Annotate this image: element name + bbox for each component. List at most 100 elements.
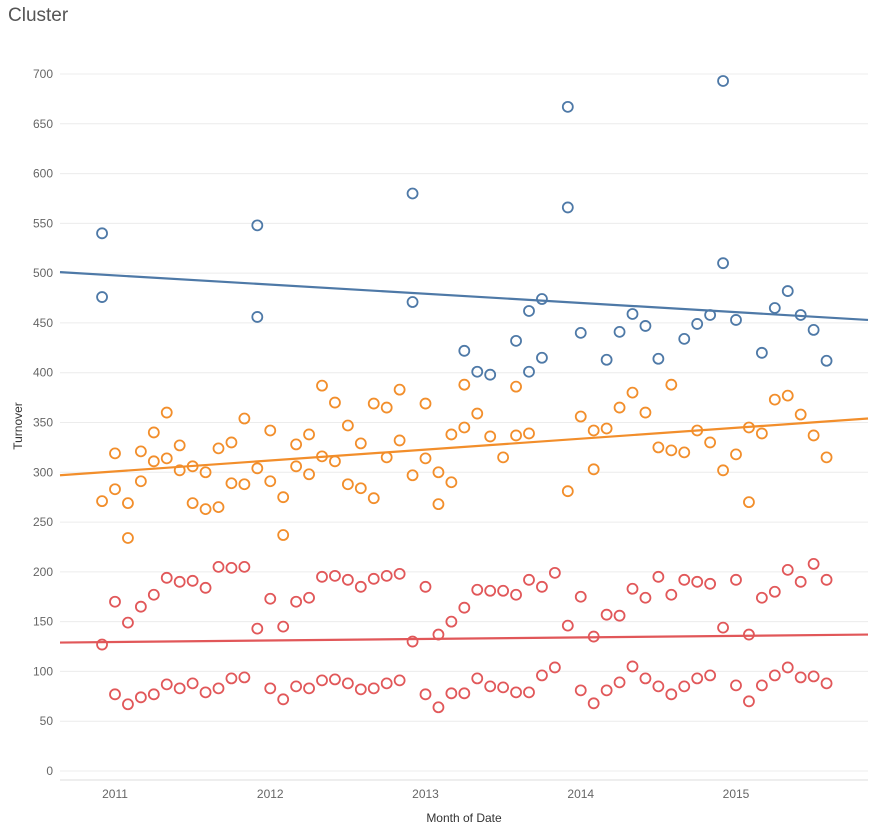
- data-point: [160, 406, 173, 419]
- data-point: [445, 428, 458, 441]
- data-point: [225, 477, 238, 490]
- data-point: [277, 491, 290, 504]
- data-point: [743, 695, 755, 708]
- data-point: [458, 421, 471, 434]
- data-point: [290, 595, 303, 608]
- data-point: [212, 682, 225, 695]
- data-point: [755, 427, 768, 440]
- data-point: [173, 464, 186, 477]
- data-point: [497, 584, 510, 597]
- data-point: [160, 452, 173, 465]
- data-point: [497, 451, 510, 464]
- x-axis-label: Month of Date: [426, 811, 502, 825]
- data-point: [794, 575, 807, 588]
- y-tick-label: 250: [33, 515, 53, 529]
- y-axis-label: Turnover: [11, 402, 25, 450]
- data-point: [432, 701, 445, 714]
- data-point: [807, 557, 820, 570]
- data-point: [639, 672, 652, 685]
- data-point: [173, 575, 186, 588]
- data-point: [264, 592, 277, 605]
- data-point: [134, 445, 147, 458]
- data-point: [781, 661, 794, 674]
- y-tick-label: 300: [33, 465, 53, 479]
- data-point: [432, 498, 445, 511]
- data-point: [186, 677, 199, 690]
- y-tick-label: 400: [33, 366, 53, 380]
- y-tick-label: 100: [33, 664, 53, 678]
- grid-lines: [60, 73, 868, 781]
- data-point: [717, 621, 729, 634]
- data-point: [380, 451, 393, 464]
- data-point: [393, 674, 406, 687]
- data-point: [639, 406, 652, 419]
- data-point: [510, 686, 522, 699]
- data-point: [471, 407, 484, 420]
- y-tick-label: 50: [40, 714, 54, 728]
- data-point: [807, 670, 820, 683]
- data-point: [794, 408, 807, 421]
- data-point: [678, 573, 691, 586]
- data-point: [419, 397, 432, 410]
- data-point: [367, 572, 380, 585]
- data-point: [781, 285, 794, 297]
- data-point: [755, 679, 768, 692]
- data-point: [354, 580, 367, 593]
- data-point: [768, 393, 781, 406]
- data-point: [755, 591, 768, 604]
- data-point: [587, 630, 600, 643]
- data-point: [600, 353, 613, 366]
- data-point: [458, 601, 471, 614]
- data-point: [147, 688, 160, 701]
- data-point: [303, 468, 315, 481]
- data-point: [238, 671, 251, 684]
- data-point: [652, 680, 665, 693]
- data-point: [264, 424, 277, 437]
- y-tick-label: 550: [33, 216, 53, 230]
- data-point: [264, 682, 277, 695]
- data-point: [536, 669, 548, 682]
- y-tick-label: 350: [33, 416, 53, 430]
- data-point: [613, 325, 626, 338]
- data-point: [367, 682, 380, 695]
- data-point: [341, 478, 354, 491]
- data-point: [212, 560, 225, 573]
- data-point: [96, 638, 108, 651]
- data-point: [329, 396, 341, 409]
- data-point: [109, 483, 121, 496]
- x-tick-label: 2012: [257, 787, 284, 801]
- data-point: [704, 436, 717, 449]
- data-point: [225, 672, 238, 685]
- data-point: [367, 397, 380, 410]
- data-point: [96, 291, 108, 303]
- data-point: [600, 608, 613, 621]
- data-point: [134, 475, 147, 488]
- data-point: [406, 469, 419, 482]
- data-point: [743, 628, 755, 641]
- data-point: [445, 687, 458, 700]
- data-point: [523, 573, 535, 586]
- data-point: [445, 476, 458, 489]
- data-point: [691, 424, 704, 437]
- y-tick-label: 700: [33, 67, 53, 81]
- data-point: [380, 401, 393, 414]
- data-point: [303, 682, 315, 695]
- chart-title: Cluster: [8, 5, 69, 26]
- data-point: [600, 684, 613, 697]
- data-point: [613, 609, 626, 622]
- data-point: [380, 569, 393, 582]
- data-point: [316, 570, 328, 583]
- data-point: [471, 583, 484, 596]
- data-point: [561, 100, 574, 113]
- data-point: [186, 574, 199, 587]
- data-point: [122, 532, 134, 544]
- data-point: [225, 436, 238, 449]
- data-point: [652, 570, 665, 583]
- data-point: [730, 314, 742, 326]
- data-point: [536, 293, 548, 305]
- x-tick-label: 2013: [412, 787, 439, 801]
- data-point: [341, 573, 354, 586]
- data-point: [497, 681, 510, 694]
- data-point: [134, 600, 147, 613]
